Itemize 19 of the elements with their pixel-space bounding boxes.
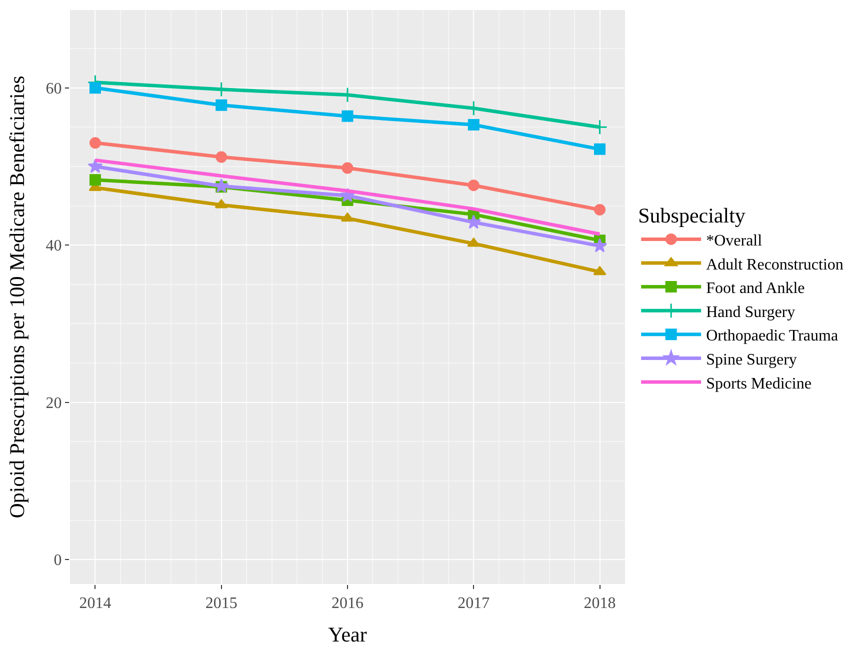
- x-tick-label: 2018: [584, 595, 616, 612]
- x-tick-label: 2014: [79, 595, 112, 612]
- y-tick-label: 40: [46, 238, 62, 255]
- y-tick-label: 20: [46, 394, 62, 412]
- legend-label: *Overall: [706, 232, 763, 250]
- x-tick-label: 2016: [332, 595, 364, 612]
- legend-label: Orthopaedic Trauma: [706, 328, 838, 345]
- y-tick-label: 0: [54, 552, 62, 570]
- legend-label: Foot and Ankle: [706, 280, 805, 298]
- legend-label: Adult Reconstruction: [706, 256, 844, 274]
- legend-label: Spine Surgery: [706, 351, 797, 368]
- x-tick-label: 2017: [458, 595, 490, 612]
- legend-label: Hand Surgery: [706, 304, 796, 321]
- legend-label: Sports Medicine: [706, 375, 812, 392]
- x-tick-label: 2015: [205, 595, 238, 612]
- y-axis-title: Opioid Prescriptions per 100 Medicare Beneficiaries: [4, 76, 29, 518]
- y-tick-label: 60: [46, 80, 62, 98]
- x-axis-title: Year: [328, 622, 367, 646]
- legend-title: Subspecialty: [638, 203, 746, 228]
